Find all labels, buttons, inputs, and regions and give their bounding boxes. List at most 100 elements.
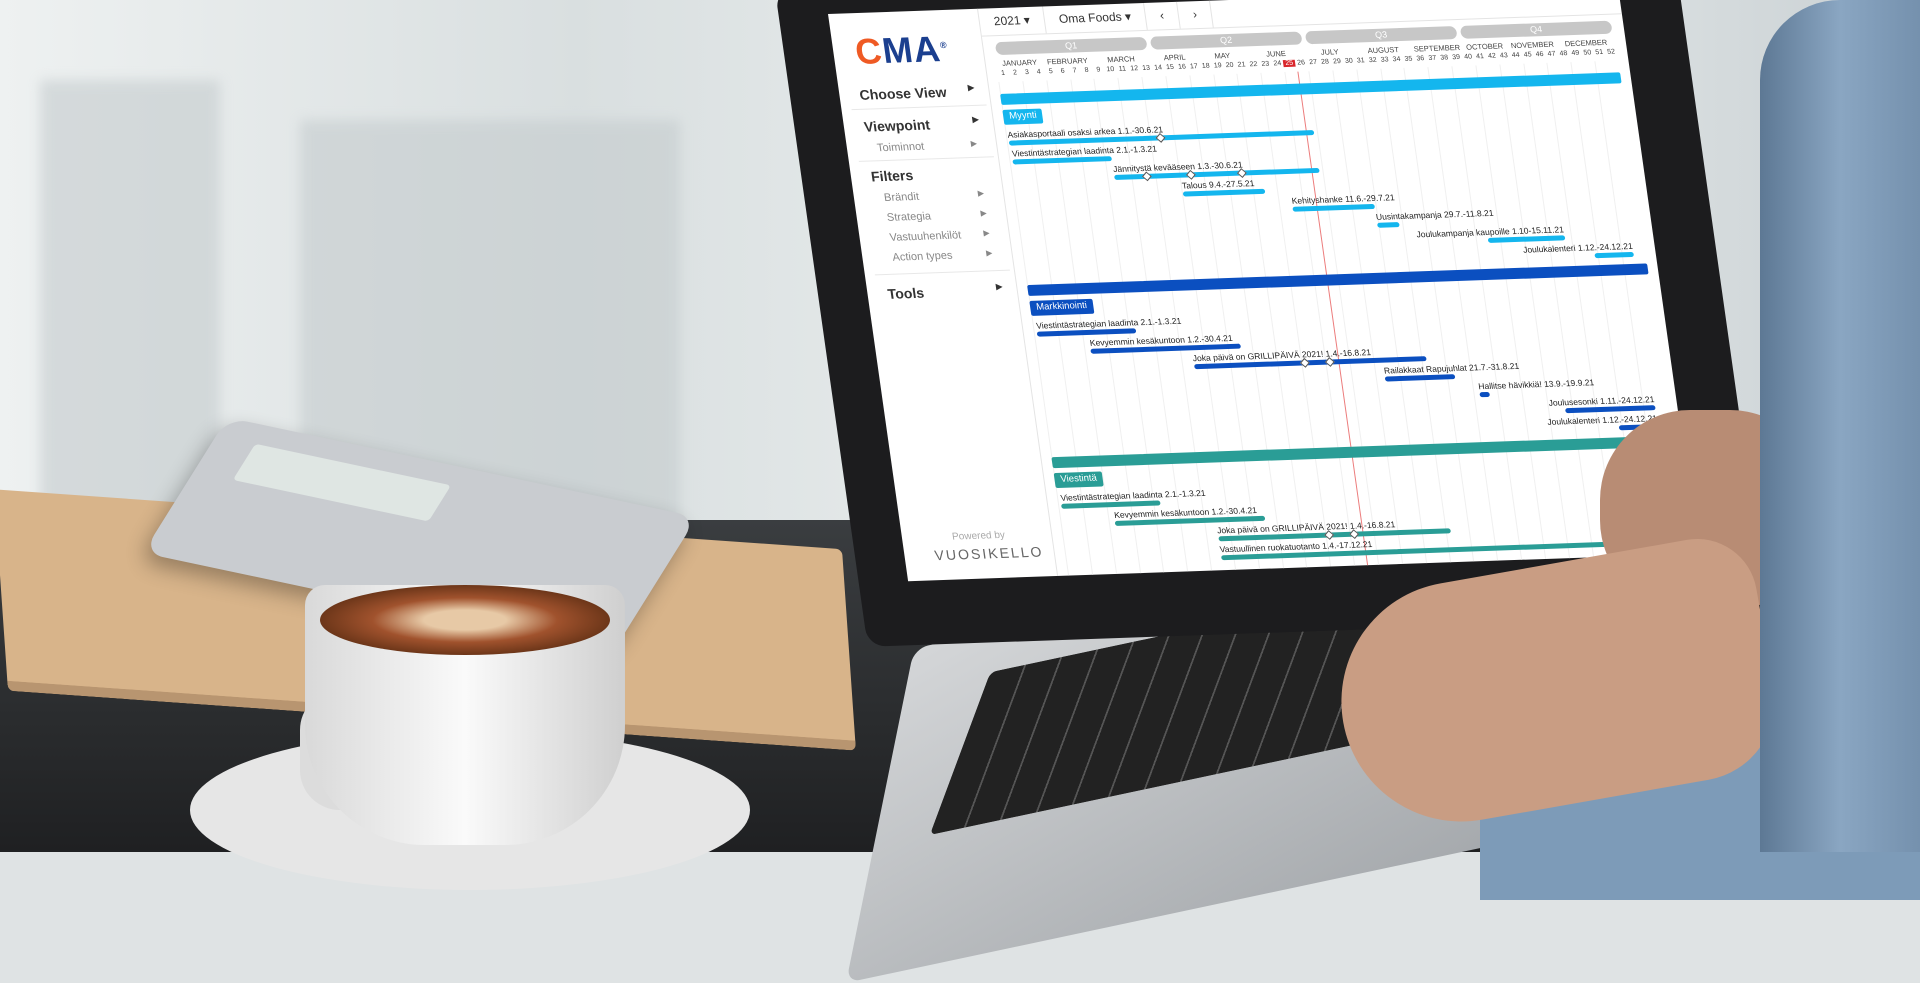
- week-16[interactable]: 16: [1177, 63, 1187, 71]
- week-9[interactable]: 9: [1096, 66, 1101, 74]
- week-10[interactable]: 10: [1106, 66, 1115, 74]
- vuosikello-logo: VUOSIKELLO: [933, 543, 1045, 564]
- week-4[interactable]: 4: [1036, 68, 1042, 76]
- year-value: 2021: [992, 13, 1022, 29]
- week-46[interactable]: 46: [1535, 51, 1545, 59]
- week-32[interactable]: 32: [1368, 56, 1378, 65]
- caret-right-icon: ▶: [967, 82, 975, 93]
- week-47[interactable]: 47: [1547, 50, 1557, 58]
- week-5[interactable]: 5: [1048, 68, 1054, 76]
- week-43[interactable]: 43: [1499, 52, 1509, 60]
- week-7[interactable]: 7: [1072, 67, 1078, 75]
- week-35[interactable]: 35: [1404, 55, 1413, 63]
- company-value: Oma Foods: [1057, 9, 1123, 26]
- week-52[interactable]: 52: [1606, 48, 1616, 56]
- month-label: JULY: [1320, 47, 1340, 57]
- week-28[interactable]: 28: [1320, 58, 1330, 66]
- week-18[interactable]: 18: [1201, 62, 1211, 70]
- week-22[interactable]: 22: [1249, 61, 1258, 69]
- quarter-q3: Q3: [1304, 26, 1458, 45]
- week-45[interactable]: 45: [1523, 51, 1533, 59]
- week-44[interactable]: 44: [1511, 51, 1521, 60]
- task-bar[interactable]: [1376, 222, 1400, 228]
- week-30[interactable]: 30: [1344, 57, 1354, 65]
- month-label: APRIL: [1163, 52, 1187, 63]
- week-6[interactable]: 6: [1060, 67, 1066, 75]
- filter-action-types[interactable]: Action types ▶: [892, 248, 994, 263]
- week-14[interactable]: 14: [1153, 64, 1163, 72]
- week-26[interactable]: 26: [1296, 59, 1306, 67]
- filter-brandit[interactable]: Brändit ▶: [883, 189, 985, 204]
- week-11[interactable]: 11: [1118, 65, 1127, 73]
- group-label-myynti[interactable]: Myynti: [1002, 108, 1044, 125]
- caret-right-icon: ▶: [985, 248, 993, 258]
- month-label: SEPTEMBER: [1413, 42, 1461, 54]
- week-12[interactable]: 12: [1129, 65, 1139, 73]
- company-select[interactable]: Oma Foods ▾: [1043, 2, 1148, 34]
- task-bar[interactable]: [1384, 374, 1456, 382]
- month-label: JANUARY: [1001, 57, 1038, 68]
- filter-strategia[interactable]: Strategia ▶: [886, 208, 988, 223]
- item-label: Toiminnot: [876, 140, 926, 155]
- oma-logo: CMA®: [852, 28, 949, 72]
- group-label-viestintä[interactable]: Viestintä: [1053, 471, 1105, 489]
- filters-label: Filters: [869, 167, 915, 185]
- week-13[interactable]: 13: [1141, 64, 1151, 73]
- week-37[interactable]: 37: [1427, 54, 1437, 63]
- laptop-screen: CMA® Choose View ▶ Viewpoint ▶ Toiminnot ▶ …: [828, 0, 1699, 582]
- week-20[interactable]: 20: [1225, 61, 1235, 70]
- week-36[interactable]: 36: [1416, 55, 1425, 63]
- week-24[interactable]: 24: [1272, 60, 1282, 68]
- week-40[interactable]: 40: [1463, 53, 1473, 61]
- week-2[interactable]: 2: [1012, 69, 1018, 77]
- month-label: FEBRUARY: [1046, 55, 1089, 67]
- chevron-left-icon: ‹: [1158, 8, 1165, 23]
- month-label: DECEMBER: [1564, 37, 1608, 49]
- prev-button[interactable]: ‹: [1144, 1, 1181, 30]
- caret-right-icon: ▶: [971, 114, 980, 124]
- chevron-right-icon: ›: [1191, 7, 1198, 22]
- week-38[interactable]: 38: [1439, 54, 1449, 62]
- group-label-markkinointi[interactable]: Markkinointi: [1029, 298, 1095, 316]
- item-label: Strategia: [886, 210, 932, 224]
- week-29[interactable]: 29: [1332, 58, 1342, 66]
- month-label: MAY: [1213, 50, 1231, 61]
- week-50[interactable]: 50: [1582, 49, 1592, 57]
- year-select[interactable]: 2021 ▾: [978, 6, 1047, 36]
- task-bar[interactable]: [1594, 251, 1635, 259]
- week-3[interactable]: 3: [1024, 68, 1030, 77]
- task-bar[interactable]: [1479, 391, 1491, 398]
- next-button[interactable]: ›: [1177, 0, 1214, 29]
- week-33[interactable]: 33: [1380, 56, 1390, 64]
- tools-menu[interactable]: Tools ▶: [887, 282, 1004, 302]
- week-15[interactable]: 15: [1165, 63, 1175, 72]
- week-49[interactable]: 49: [1571, 49, 1580, 58]
- choose-view-menu[interactable]: Choose View ▶: [858, 83, 975, 103]
- week-1[interactable]: 1: [1000, 69, 1006, 77]
- week-31[interactable]: 31: [1356, 57, 1366, 65]
- item-label: Vastuuhenkilöt: [888, 229, 962, 244]
- quarter-q2: Q2: [1149, 31, 1303, 50]
- week-23[interactable]: 23: [1261, 60, 1270, 68]
- gantt-chart: Q1 Q2 Q3 Q4 JANUARY FEBRUARY MARCH APRIL MAY JUNE…: [993, 20, 1689, 580]
- tools-label: Tools: [886, 284, 926, 302]
- viewpoint-item-toiminnot[interactable]: Toiminnot ▶: [876, 139, 978, 154]
- week-27[interactable]: 27: [1308, 58, 1318, 67]
- month-label: OCTOBER: [1465, 41, 1504, 52]
- week-48[interactable]: 48: [1559, 50, 1568, 58]
- week-25[interactable]: 25: [1282, 59, 1296, 68]
- week-21[interactable]: 21: [1237, 61, 1247, 69]
- week-8[interactable]: 8: [1084, 66, 1090, 75]
- viewpoint-menu[interactable]: Viewpoint ▶: [863, 115, 980, 135]
- week-51[interactable]: 51: [1594, 48, 1604, 57]
- week-17[interactable]: 17: [1189, 63, 1199, 71]
- week-34[interactable]: 34: [1392, 56, 1402, 64]
- week-19[interactable]: 19: [1213, 62, 1223, 70]
- week-41[interactable]: 41: [1475, 53, 1485, 61]
- week-42[interactable]: 42: [1487, 52, 1497, 60]
- caret-right-icon: ▶: [982, 228, 991, 238]
- quarter-q4: Q4: [1459, 20, 1613, 39]
- week-39[interactable]: 39: [1451, 53, 1461, 62]
- caret-right-icon: ▶: [977, 188, 985, 198]
- filter-vastuuhenkilot[interactable]: Vastuuhenkilöt ▶: [889, 228, 991, 243]
